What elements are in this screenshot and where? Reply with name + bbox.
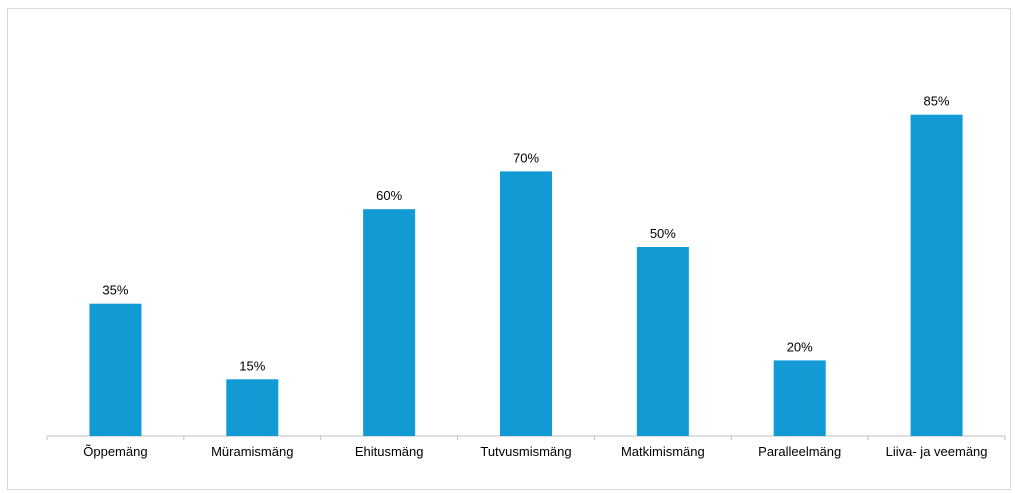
value-labels-group: 35% 15% 60% 70% 50% 20% 85% bbox=[102, 94, 950, 374]
bar bbox=[500, 171, 552, 436]
bar-value-label: 35% bbox=[102, 283, 128, 298]
bar bbox=[636, 247, 689, 436]
bars-group bbox=[89, 114, 963, 436]
category-label: Liiva- ja veemäng bbox=[886, 444, 988, 459]
category-label: Ehitusmäng bbox=[355, 444, 424, 459]
bar-value-label: 60% bbox=[376, 188, 402, 203]
category-label: Müramismäng bbox=[211, 444, 293, 459]
bar-value-label: 70% bbox=[513, 150, 539, 165]
bar bbox=[89, 303, 142, 436]
bar bbox=[773, 360, 826, 436]
bar bbox=[363, 209, 416, 436]
category-label: Paralleelmäng bbox=[758, 444, 841, 459]
bar-value-label: 20% bbox=[787, 339, 813, 354]
bar-value-label: 85% bbox=[924, 94, 950, 109]
bar bbox=[226, 379, 279, 436]
bar-value-label: 50% bbox=[650, 226, 676, 241]
category-label: Tutvusmismäng bbox=[480, 444, 571, 459]
category-labels-group: Õppemäng Müramismäng Ehitusmäng Tutvusmismä… bbox=[83, 444, 987, 459]
category-label: Õppemäng bbox=[83, 444, 147, 459]
x-axis-ticks bbox=[46, 436, 1006, 440]
category-label: Matkimismäng bbox=[621, 444, 705, 459]
bar-value-label: 15% bbox=[239, 358, 265, 373]
bar bbox=[910, 114, 963, 436]
